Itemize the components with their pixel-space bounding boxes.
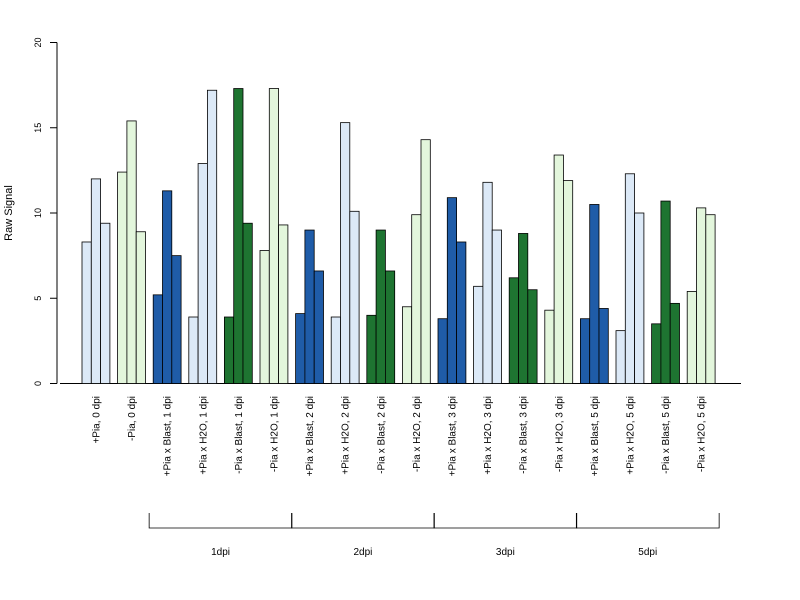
bar	[349, 210, 360, 384]
category-label: -Pia x Blast, 1 dpi	[234, 396, 245, 474]
bars	[81, 88, 716, 384]
bar	[384, 270, 396, 384]
bar	[696, 207, 707, 384]
bar	[188, 316, 199, 384]
category-label: -Pia x H2O, 2 dpi	[412, 396, 423, 472]
category-label: +Pia x H2O, 1 dpi	[198, 396, 209, 475]
bar	[686, 291, 697, 384]
bar	[669, 302, 680, 384]
bar	[544, 309, 555, 384]
bar	[401, 306, 413, 384]
bar	[651, 323, 662, 384]
bar	[206, 89, 218, 384]
bar	[634, 212, 645, 384]
bar	[518, 233, 529, 384]
category-label: -Pia x Blast, 5 dpi	[661, 396, 672, 474]
category-label: +Pia x Blast, 1 dpi	[163, 396, 174, 476]
category-labels: +Pia, 0 dpi -Pia, 0 dpi +Pia x Blast, 1 dp…	[91, 396, 707, 476]
category-label: +Pia x Blast, 2 dpi	[305, 396, 316, 476]
y-tick-label: 15	[33, 123, 43, 133]
bar	[90, 178, 102, 384]
group-bracket	[291, 513, 435, 529]
bar	[437, 318, 448, 384]
bar	[223, 316, 235, 384]
bar	[117, 171, 128, 384]
group-label: 1dpi	[211, 547, 230, 558]
group-label: 3dpi	[496, 547, 515, 558]
bar	[598, 308, 609, 384]
category-label: -Pia, 0 dpi	[127, 396, 138, 441]
category-label: +Pia, 0 dpi	[91, 396, 102, 444]
bar	[456, 241, 467, 384]
bar	[330, 316, 341, 384]
bar	[589, 204, 600, 384]
category-label: +Pia x H2O, 2 dpi	[341, 396, 352, 475]
bar	[660, 200, 671, 384]
y-tick-label: 5	[33, 296, 43, 301]
group-brackets: 1dpi 2dpi 3dpi 5dpi	[148, 513, 720, 558]
category-label: +Pia x Blast, 5 dpi	[590, 396, 601, 476]
bar	[491, 229, 502, 384]
bar	[580, 318, 591, 384]
bar	[152, 294, 163, 384]
bar	[411, 214, 422, 384]
bar	[482, 181, 493, 384]
bar	[375, 229, 386, 384]
y-axis-label: Raw Signal	[3, 185, 15, 241]
bar	[473, 285, 484, 384]
bar	[313, 270, 324, 384]
bar	[278, 224, 289, 384]
bar	[705, 214, 716, 384]
bar	[100, 222, 111, 384]
y-tick-label: 10	[33, 208, 43, 218]
bar	[242, 222, 253, 384]
group-bracket	[433, 513, 578, 529]
group-bracket	[575, 513, 720, 529]
bar	[446, 197, 457, 384]
y-axis: 0 5 10 15 20	[33, 37, 58, 386]
bar	[563, 180, 574, 384]
bar	[126, 120, 137, 384]
bar	[135, 231, 146, 384]
bar	[615, 330, 626, 384]
bar	[420, 139, 431, 384]
bar	[162, 190, 173, 384]
bar	[508, 277, 519, 384]
category-label: -Pia x H2O, 1 dpi	[269, 396, 280, 472]
y-tick-label: 0	[33, 381, 43, 386]
bar	[171, 255, 182, 384]
bar	[366, 314, 377, 384]
group-bracket	[148, 513, 293, 529]
bar	[268, 88, 279, 384]
group-label: 5dpi	[638, 547, 657, 558]
bar	[295, 313, 306, 384]
bar	[553, 154, 564, 384]
category-label: -Pia x H2O, 5 dpi	[697, 396, 708, 472]
category-label: +Pia x Blast, 3 dpi	[447, 396, 458, 476]
group-label: 2dpi	[353, 547, 372, 558]
category-label: -Pia x Blast, 3 dpi	[519, 396, 530, 474]
category-label: +Pia x H2O, 3 dpi	[483, 396, 494, 475]
bar	[81, 241, 92, 384]
bar	[304, 229, 315, 384]
category-label: +Pia x H2O, 5 dpi	[625, 396, 636, 475]
bar	[259, 250, 270, 384]
category-label: -Pia x H2O, 3 dpi	[554, 396, 565, 472]
bar	[624, 173, 635, 384]
category-label: -Pia x Blast, 2 dpi	[376, 396, 387, 474]
y-tick-label: 20	[33, 37, 43, 47]
bar	[340, 122, 351, 384]
bar	[197, 163, 208, 384]
bar	[233, 88, 244, 384]
bar	[527, 289, 538, 384]
